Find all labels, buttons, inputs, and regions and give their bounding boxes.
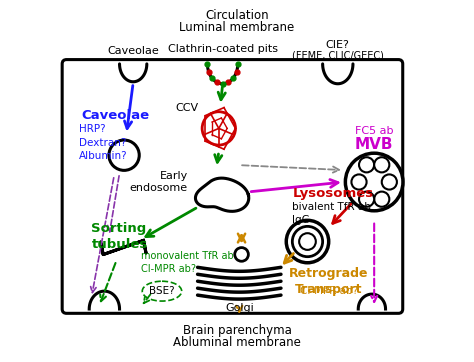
Ellipse shape: [142, 281, 182, 301]
Text: Sorting
tubules: Sorting tubules: [91, 222, 148, 251]
Circle shape: [292, 226, 323, 257]
Text: Caveolae: Caveolae: [107, 46, 159, 56]
Circle shape: [374, 191, 389, 207]
Text: Early
endosome: Early endosome: [129, 171, 188, 193]
Text: Golgi: Golgi: [225, 303, 254, 313]
Text: BSE?: BSE?: [149, 286, 175, 296]
Text: FC5 ab: FC5 ab: [355, 126, 393, 136]
Circle shape: [286, 220, 328, 263]
Text: Clathrin-coated pits: Clathrin-coated pits: [168, 44, 278, 54]
Text: Lysosomes: Lysosomes: [292, 187, 374, 200]
Polygon shape: [100, 240, 146, 254]
Text: Circulation: Circulation: [205, 9, 269, 22]
Text: MVB: MVB: [355, 137, 393, 152]
Text: monovalent TfR ab
CI-MPR ab?: monovalent TfR ab CI-MPR ab?: [141, 252, 234, 274]
Polygon shape: [195, 178, 249, 211]
FancyBboxPatch shape: [62, 60, 403, 313]
Circle shape: [382, 174, 397, 190]
Circle shape: [359, 191, 374, 207]
Circle shape: [202, 112, 236, 145]
Text: Retrograde
Transport: Retrograde Transport: [289, 267, 368, 296]
Text: CIE?: CIE?: [326, 40, 350, 50]
Text: Brain parenchyma: Brain parenchyma: [182, 324, 292, 337]
Text: Caveolae: Caveolae: [82, 109, 150, 122]
Circle shape: [346, 153, 403, 211]
Text: Luminal membrane: Luminal membrane: [179, 21, 295, 34]
Circle shape: [235, 248, 248, 261]
Text: HRP?
Dextran?
Albumin?: HRP? Dextran? Albumin?: [79, 125, 127, 161]
Circle shape: [359, 157, 374, 172]
Circle shape: [351, 174, 366, 190]
Text: CI-MPR ab?: CI-MPR ab?: [300, 286, 358, 296]
Text: Abluminal membrane: Abluminal membrane: [173, 336, 301, 349]
Circle shape: [299, 233, 316, 250]
Text: (FEME, CLIC/GEEC): (FEME, CLIC/GEEC): [292, 51, 384, 61]
Circle shape: [374, 157, 389, 172]
Circle shape: [109, 140, 139, 171]
Text: bivalent TfR ab
IgG: bivalent TfR ab IgG: [292, 202, 371, 225]
Text: CCV: CCV: [175, 102, 198, 113]
